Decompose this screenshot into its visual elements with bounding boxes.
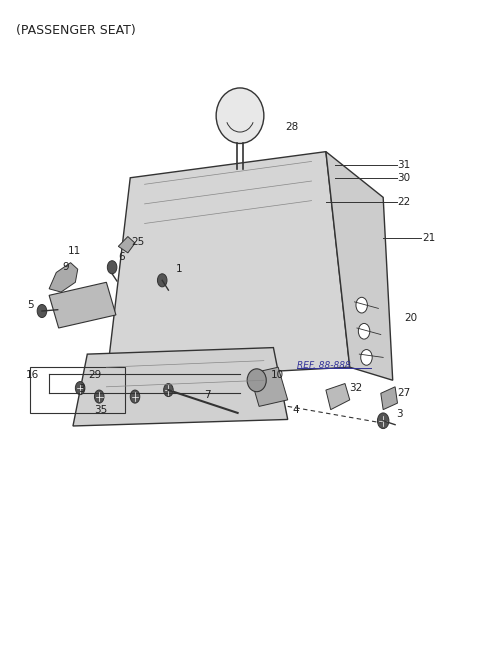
Text: 16: 16	[26, 370, 39, 380]
Circle shape	[377, 413, 389, 428]
Text: 3: 3	[78, 384, 84, 394]
Text: REF. 88-888: REF. 88-888	[297, 361, 351, 370]
Text: (PASSENGER SEAT): (PASSENGER SEAT)	[16, 24, 135, 37]
Polygon shape	[326, 152, 393, 380]
Ellipse shape	[216, 88, 264, 144]
Circle shape	[164, 384, 173, 397]
Polygon shape	[73, 348, 288, 426]
Circle shape	[37, 304, 47, 318]
Circle shape	[108, 260, 117, 274]
Text: 30: 30	[397, 173, 410, 183]
Text: 7: 7	[204, 390, 211, 400]
Polygon shape	[49, 262, 78, 292]
Text: 9: 9	[62, 262, 69, 272]
Polygon shape	[107, 152, 350, 380]
Text: 25: 25	[131, 237, 144, 247]
Polygon shape	[326, 384, 350, 409]
Text: 35: 35	[95, 405, 108, 415]
Text: 21: 21	[422, 233, 435, 243]
Polygon shape	[381, 387, 397, 409]
Polygon shape	[118, 237, 135, 253]
Polygon shape	[250, 367, 288, 406]
Circle shape	[130, 390, 140, 403]
Text: 1: 1	[176, 264, 182, 274]
Text: 27: 27	[397, 388, 411, 398]
Circle shape	[361, 350, 372, 365]
Text: 11: 11	[68, 246, 82, 256]
Text: 32: 32	[349, 383, 362, 393]
Circle shape	[157, 274, 167, 287]
Text: 10: 10	[271, 370, 284, 380]
Text: 28: 28	[285, 122, 299, 132]
Circle shape	[356, 297, 367, 313]
Text: 3: 3	[396, 409, 403, 419]
Circle shape	[75, 382, 85, 395]
Text: 31: 31	[397, 159, 411, 170]
Ellipse shape	[247, 369, 266, 392]
Text: 5: 5	[28, 300, 34, 310]
Text: 6: 6	[118, 253, 125, 262]
Text: 22: 22	[397, 197, 411, 207]
Text: 4: 4	[292, 405, 299, 415]
Circle shape	[95, 390, 104, 403]
Text: 20: 20	[405, 313, 418, 323]
Text: 29: 29	[88, 370, 101, 380]
Polygon shape	[49, 282, 116, 328]
Circle shape	[359, 323, 370, 339]
